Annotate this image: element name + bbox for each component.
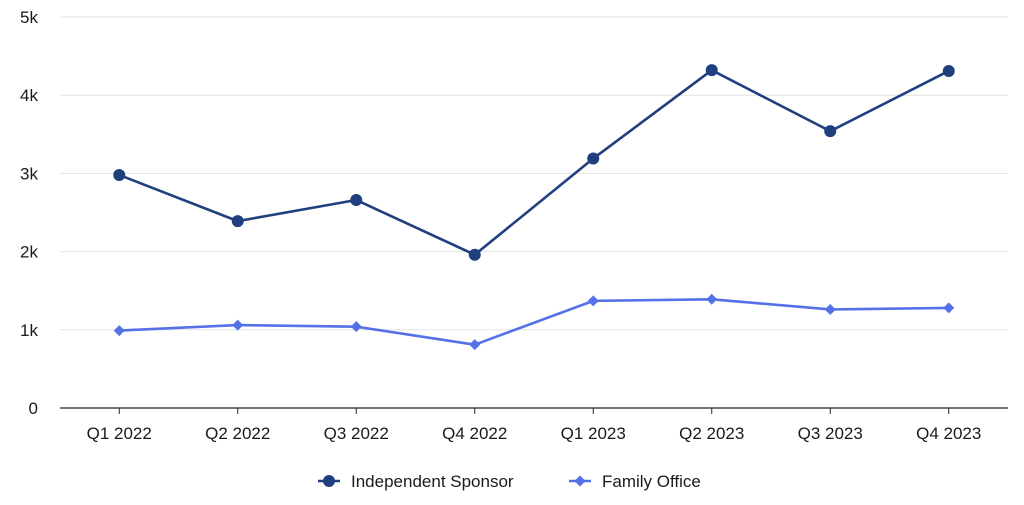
y-tick-label: 3k xyxy=(20,164,38,183)
gridlines xyxy=(60,16,1008,331)
data-point xyxy=(943,302,955,314)
legend: Independent Sponsor Family Office xyxy=(318,472,701,491)
y-tick-label: 0 xyxy=(29,399,38,418)
data-point xyxy=(469,339,481,351)
data-point xyxy=(706,293,718,305)
legend-label: Independent Sponsor xyxy=(351,472,514,491)
data-point xyxy=(232,319,244,331)
data-point xyxy=(113,325,125,337)
x-tick-label: Q3 2022 xyxy=(324,424,389,443)
x-tick-label: Q4 2022 xyxy=(442,424,507,443)
legend-swatch-marker xyxy=(574,475,586,487)
legend-item[interactable]: Family Office xyxy=(569,472,701,491)
data-point xyxy=(350,321,362,333)
data-point xyxy=(824,125,837,138)
series-family-office xyxy=(113,293,955,351)
y-axis: 0 1k 2k 3k 4k 5k xyxy=(20,8,38,418)
data-point xyxy=(942,64,955,77)
legend-label: Family Office xyxy=(602,472,701,491)
x-tick-label: Q4 2023 xyxy=(916,424,981,443)
y-tick-label: 4k xyxy=(20,86,38,105)
data-point xyxy=(350,193,363,206)
x-tick-label: Q2 2023 xyxy=(679,424,744,443)
data-point xyxy=(587,152,600,165)
x-axis: Q1 2022 Q2 2022 Q3 2022 Q4 2022 Q1 2023 Q2 20… xyxy=(60,407,1008,443)
x-tick-label: Q1 2023 xyxy=(561,424,626,443)
data-point xyxy=(587,295,599,307)
x-tick-label: Q1 2022 xyxy=(87,424,152,443)
legend-item[interactable]: Independent Sponsor xyxy=(318,472,514,491)
series-line xyxy=(118,68,950,257)
y-tick-label: 2k xyxy=(20,243,38,262)
data-point xyxy=(705,64,718,77)
series-independent-sponsor xyxy=(113,64,955,261)
data-point xyxy=(824,303,836,315)
y-tick-label: 1k xyxy=(20,321,38,340)
y-tick-label: 5k xyxy=(20,8,38,27)
series-group xyxy=(113,64,955,351)
legend-swatch-marker xyxy=(323,475,335,487)
x-tick-label: Q2 2022 xyxy=(205,424,270,443)
series-line xyxy=(119,298,949,346)
data-point xyxy=(231,215,244,228)
data-point xyxy=(468,248,481,261)
x-tick-label: Q3 2023 xyxy=(798,424,863,443)
data-point xyxy=(113,168,126,181)
